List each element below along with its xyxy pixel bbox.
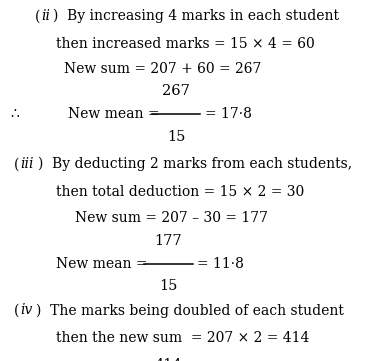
Text: iii: iii [21, 157, 34, 171]
Text: ii: ii [42, 9, 51, 23]
Text: New sum = 207 + 60 = 267: New sum = 207 + 60 = 267 [64, 62, 261, 76]
Text: then increased marks = 15 × 4 = 60: then increased marks = 15 × 4 = 60 [56, 37, 315, 51]
Text: (: ( [14, 157, 19, 171]
Text: (: ( [14, 304, 19, 317]
Text: iv: iv [21, 304, 33, 317]
Text: 15: 15 [167, 130, 185, 144]
Text: New mean =: New mean = [56, 257, 152, 270]
Text: (: ( [35, 9, 40, 23]
Text: 177: 177 [154, 234, 182, 248]
Text: )  By deducting 2 marks from each students,: ) By deducting 2 marks from each student… [38, 157, 352, 171]
Text: 414: 414 [154, 358, 182, 361]
Text: then total deduction = 15 × 2 = 30: then total deduction = 15 × 2 = 30 [56, 185, 304, 199]
Text: 15: 15 [159, 279, 178, 293]
Text: )  By increasing 4 marks in each student: ) By increasing 4 marks in each student [53, 9, 339, 23]
Text: New mean =: New mean = [68, 107, 164, 121]
Text: ∴: ∴ [10, 107, 19, 121]
Text: = 17·8: = 17·8 [205, 107, 252, 121]
Text: then the new sum  = 207 × 2 = 414: then the new sum = 207 × 2 = 414 [56, 331, 310, 344]
Text: )  The marks being doubled of each student: ) The marks being doubled of each studen… [36, 303, 344, 318]
Text: New sum = 207 – 30 = 177: New sum = 207 – 30 = 177 [75, 212, 269, 225]
Text: = 11·8: = 11·8 [197, 257, 244, 270]
Text: 267: 267 [162, 84, 190, 98]
